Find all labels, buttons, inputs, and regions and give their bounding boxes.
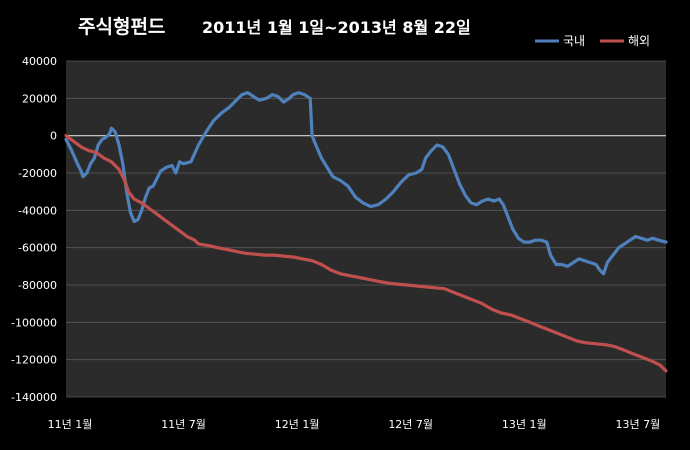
x-axis-tick-labels: 11년 1월 11년 7월 12년 1월 12년 7월 13년 1월 13년 7월 <box>48 418 661 431</box>
y-tick-label: 0 <box>50 130 57 143</box>
chart-title: 주식형펀드 <box>78 16 165 38</box>
chart-title-period: 2011년 1월 1일~2013년 8월 22일 <box>202 18 471 37</box>
legend-label-domestic: 국내 <box>563 34 585 48</box>
y-tick-label: -60000 <box>18 242 57 255</box>
y-tick-label: 40000 <box>22 55 57 68</box>
y-tick-label: -40000 <box>18 204 57 217</box>
y-axis-tick-labels: 40000 20000 0 -20000 -40000 -60000 -80000 -1000… <box>11 55 57 404</box>
y-tick-label: -20000 <box>18 167 57 180</box>
y-tick-label: -80000 <box>18 279 57 292</box>
y-tick-label: -140000 <box>11 391 57 404</box>
gridlines <box>66 60 666 398</box>
series-line-overseas <box>64 134 668 373</box>
legend: 국내 해외 <box>535 34 650 48</box>
y-tick-label: 20000 <box>22 92 57 105</box>
y-tick-label: -120000 <box>11 354 57 367</box>
series-line-domestic <box>64 91 668 276</box>
legend-label-overseas: 해외 <box>628 34 650 48</box>
x-tick-label: 13년 7월 <box>615 418 660 431</box>
x-tick-label: 11년 1월 <box>48 418 93 431</box>
x-tick-label: 12년 1월 <box>275 418 320 431</box>
plot-area <box>66 61 666 397</box>
x-tick-label: 12년 7월 <box>388 418 433 431</box>
x-tick-label: 13년 1월 <box>502 418 547 431</box>
x-tick-label: 11년 7월 <box>161 418 206 431</box>
series-lines <box>64 91 668 373</box>
y-tick-label: -100000 <box>11 316 57 329</box>
